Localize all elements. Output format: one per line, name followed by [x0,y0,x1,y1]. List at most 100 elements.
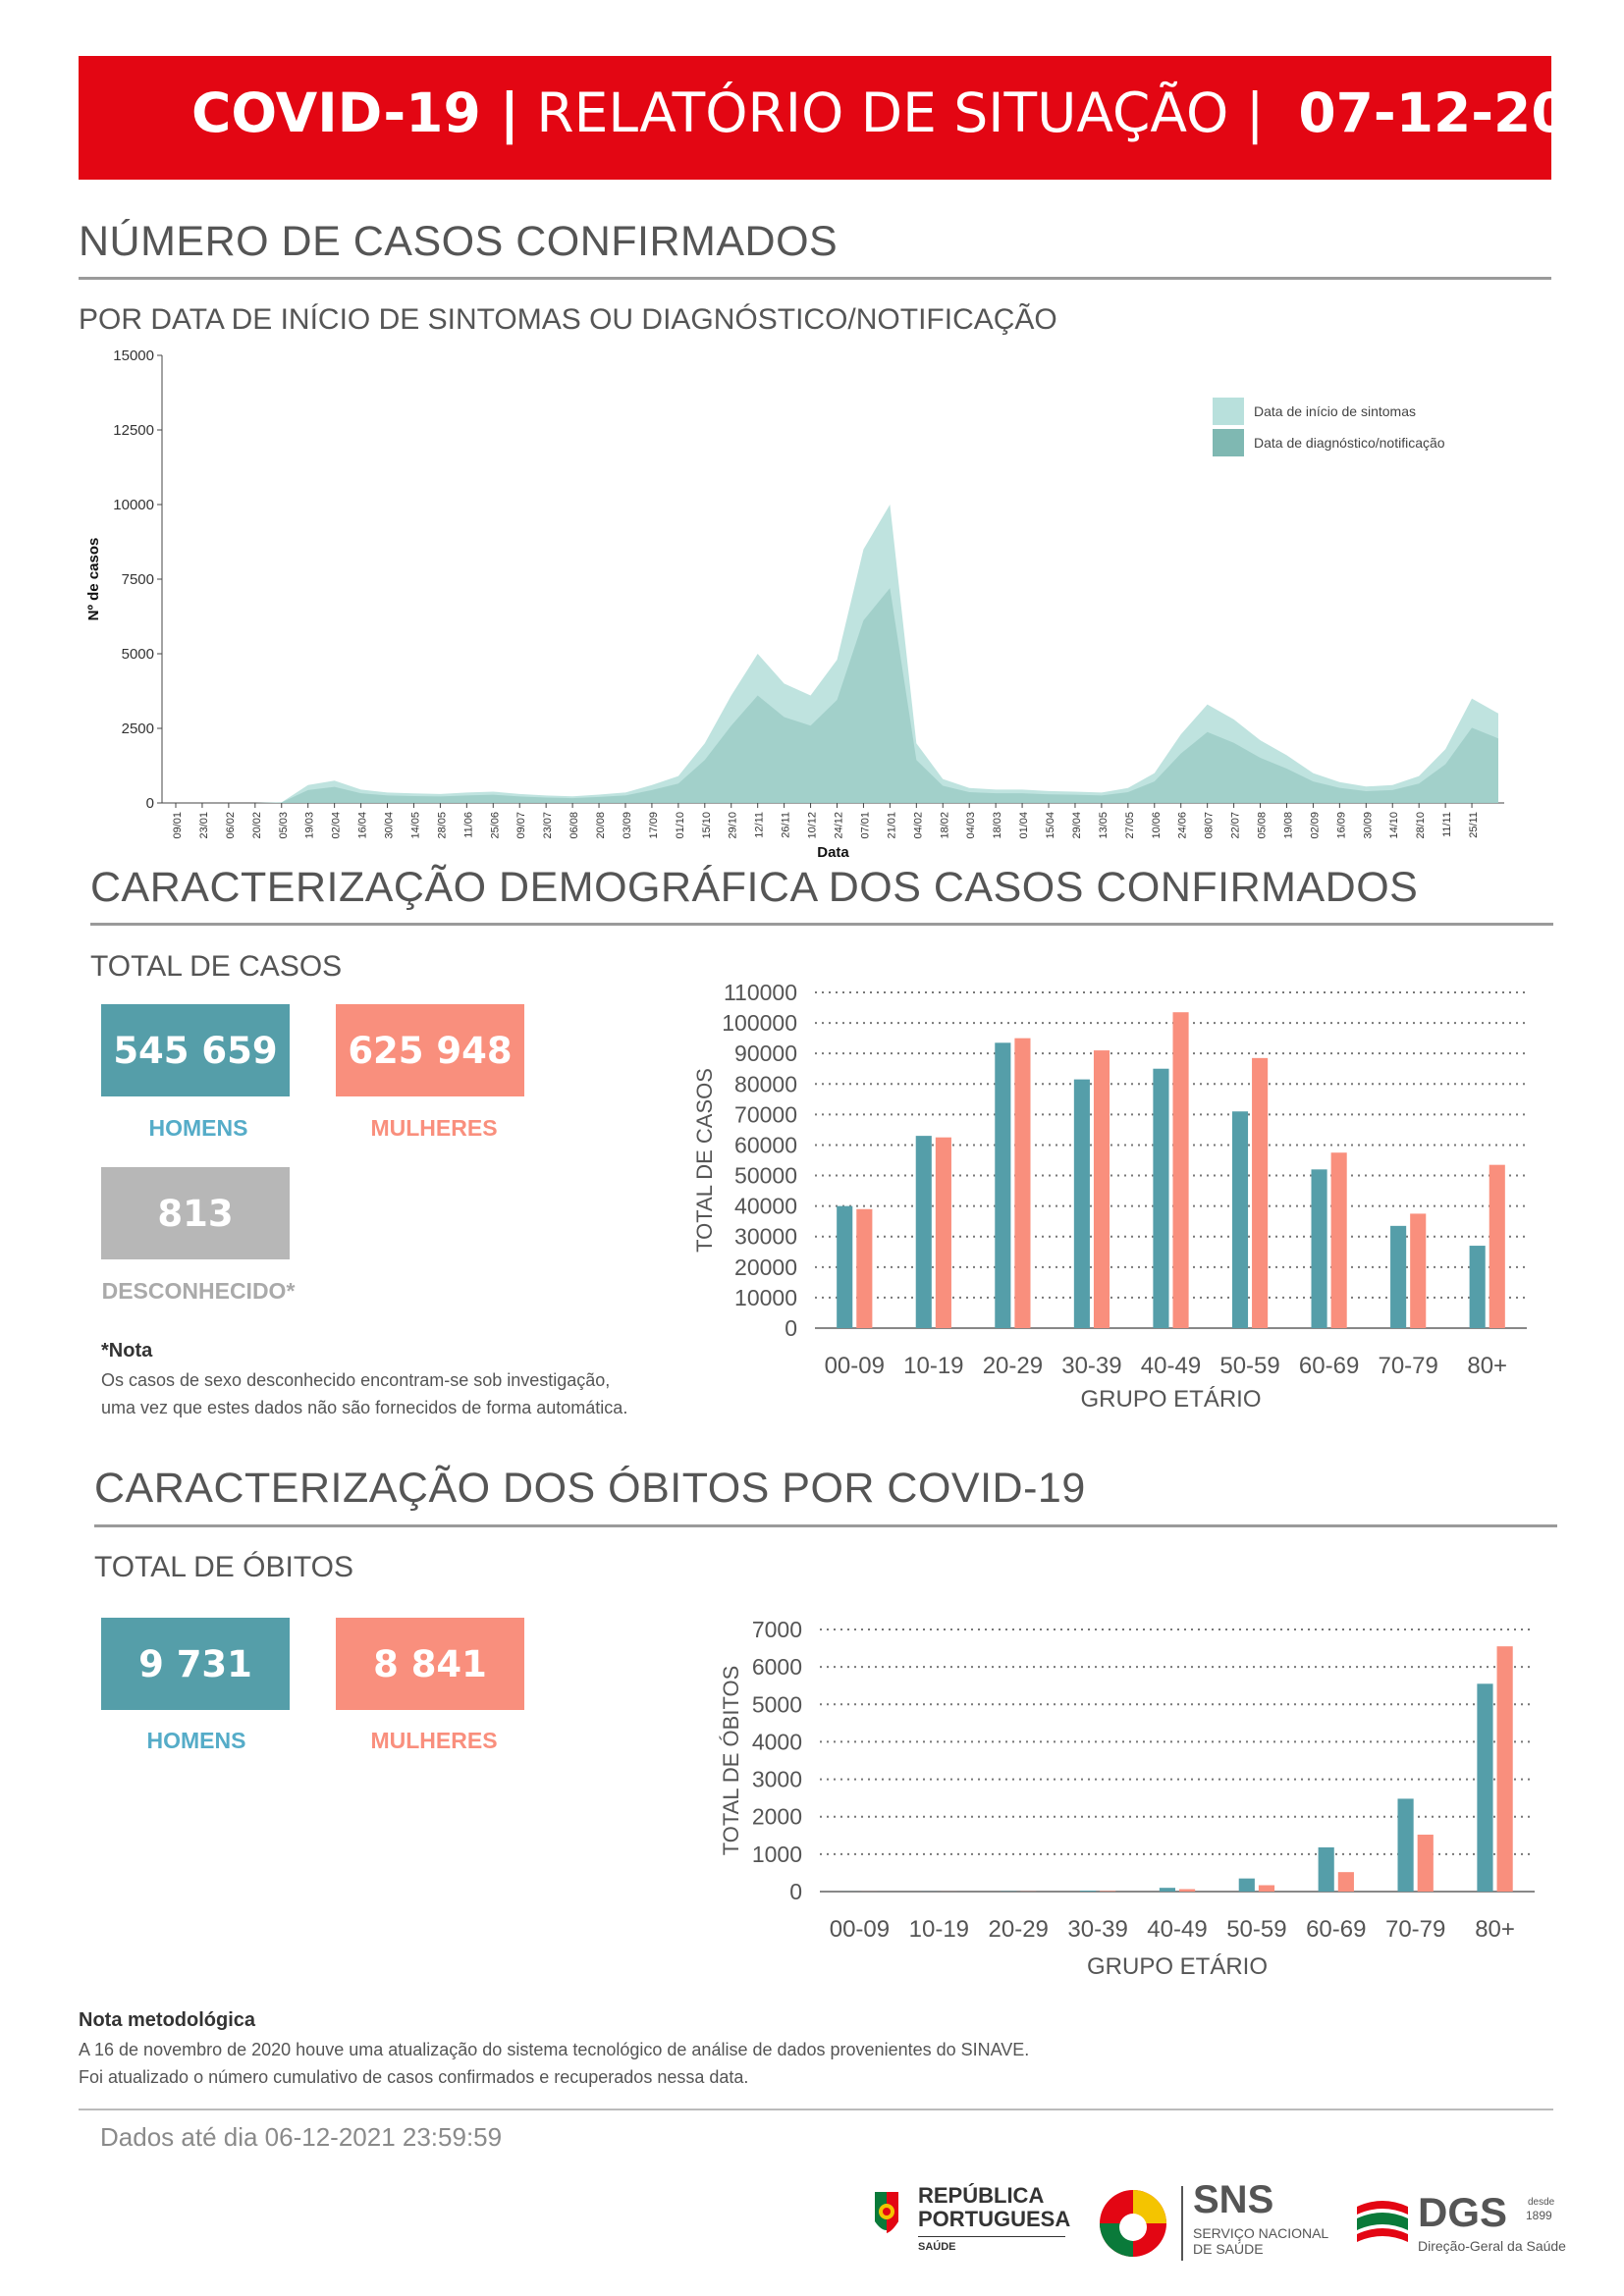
x-tick-label: 40-49 [1147,1916,1207,1943]
y-tick-label: 12500 [113,422,154,439]
y-tick-label: 100000 [722,1010,797,1036]
x-tick-label: 04/02 [912,812,924,839]
x-tick-label: 27/05 [1124,812,1136,839]
cases-section-subtitle: POR DATA DE INÍCIO DE SINTOMAS OU DIAGNÓ… [79,303,1057,336]
y-tick-label: 30000 [734,1224,797,1250]
x-tick-label: 14/10 [1388,812,1400,839]
total-cases-label: TOTAL DE CASOS [90,950,343,983]
x-tick-label: 15/10 [701,812,713,839]
x-tick-label: 60-69 [1299,1353,1359,1379]
x-tick-label: 70-79 [1385,1916,1445,1943]
title-covid: COVID-19 | [191,81,519,144]
sns-logo: SNS SERVIÇO NACIONAL DE SAÚDE [1095,2178,1330,2268]
bar [1093,1050,1110,1328]
y-tick-label: 4000 [752,1729,802,1754]
y-tick-label: 50000 [734,1163,797,1189]
x-tick-label: 50-59 [1226,1916,1286,1943]
rp-line-3: SAÚDE [918,2241,956,2253]
y-tick-label: 20000 [734,1255,797,1280]
x-tick-label: 80+ [1467,1353,1507,1379]
bar [837,1205,853,1328]
deaths-section-title: CARACTERIZAÇÃO DOS ÓBITOS POR COVID-19 [94,1465,1086,1512]
y-tick-label: 3000 [752,1767,802,1792]
section-divider [79,277,1551,280]
republica-portuguesa-logo: REPÚBLICA PORTUGUESA SAÚDE [869,2184,1080,2263]
x-axis-title: GRUPO ETÁRIO [1087,1953,1268,1980]
dgs-name: Direção-Geral da Saúde [1418,2238,1566,2254]
bar [1397,1798,1414,1892]
x-tick-label: 10/06 [1151,812,1163,839]
women-cases-box: 625 948 [336,1004,524,1096]
note-line-1: Os casos de sexo desconhecido encontram-… [101,1370,611,1390]
total-deaths-label: TOTAL DE ÓBITOS [94,1551,353,1583]
men-cases-label: HOMENS [148,1115,248,1141]
y-axis-title: TOTAL DE CASOS [692,1068,717,1253]
y-tick-label: 1000 [752,1842,802,1867]
cases-by-age-chart: 0 10000 20000 30000 40000 50000 60000 70000 8000… [692,980,1527,1413]
report-date: 07-12-2021 [1298,81,1624,144]
bar [1337,1872,1354,1892]
x-tick-label: 03/09 [622,812,633,839]
x-tick-label: 10-19 [903,1353,963,1379]
legend-label: Data de início de sintomas [1254,403,1416,419]
bar [1252,1057,1269,1328]
portugal-flag-icon [875,2192,898,2233]
x-tick-label: 01/04 [1018,812,1030,839]
x-tick-label: 20/08 [595,812,607,839]
x-tick-label: 06/08 [568,812,580,839]
x-tick-label: 28/05 [436,812,448,839]
bar [1330,1152,1347,1328]
x-tick-label: 22/07 [1230,812,1242,839]
unknown-cases-box: 813 [101,1167,290,1259]
women-deaths-box: 8 841 [336,1618,524,1710]
report-title: COVID-19 | RELATÓRIO DE SITUAÇÃO | 07-12… [191,81,1624,144]
x-tick-label: 70-79 [1378,1353,1437,1379]
bar [1318,1846,1334,1892]
demographic-section-title: CARACTERIZAÇÃO DEMOGRÁFICA DOS CASOS CON… [90,864,1419,911]
y-tick-label: 7500 [122,571,154,588]
note-line-2: uma vez que estes dados não são fornecid… [101,1398,628,1417]
bar [1469,1246,1486,1328]
x-tick-label: 16/09 [1335,812,1347,839]
bar [1417,1835,1434,1892]
y-tick-label: 60000 [734,1132,797,1157]
legend-swatch [1213,429,1244,456]
x-tick-label: 01/10 [675,812,686,839]
dgs-since: desde [1528,2197,1555,2208]
bar [1159,1888,1175,1892]
section-divider [94,1524,1557,1527]
x-tick-label: 12/11 [754,812,766,838]
x-tick-label: 26/11 [781,812,792,838]
x-tick-label: 23/07 [542,812,554,839]
y-axis-title: Nº de casos [85,538,102,621]
men-deaths-label: HOMENS [146,1728,246,1753]
legend-swatch [1213,398,1244,425]
bar [1238,1878,1255,1892]
x-tick-label: 24/06 [1177,812,1189,839]
section-divider [90,923,1553,926]
bar [1390,1225,1407,1328]
bar [915,1136,932,1328]
x-tick-label: 18/03 [992,812,1003,839]
x-tick-label: 17/09 [648,812,660,839]
y-tick-label: 0 [785,1315,797,1341]
bar [995,1042,1011,1328]
x-tick-label: 60-69 [1306,1916,1366,1943]
sns-title: SNS [1193,2178,1274,2221]
x-tick-label: 24/12 [834,812,845,839]
bar [1073,1079,1090,1328]
men-cases-box: 545 659 [101,1004,290,1096]
methodology-line-2: Foi atualizado o número cumulativo de ca… [79,2067,749,2087]
y-tick-label: 80000 [734,1071,797,1096]
x-tick-label: 09/01 [172,812,184,839]
y-tick-label: 90000 [734,1041,797,1066]
methodology-title: Nota metodológica [79,2009,256,2031]
bar [935,1137,951,1328]
bar [1100,1891,1116,1892]
footer-divider [79,2109,1553,2110]
x-tick-label: 02/04 [331,812,343,839]
x-tick-label: 02/09 [1309,812,1321,839]
sns-line-1: SERVIÇO NACIONAL [1193,2225,1329,2241]
x-tick-label: 20-29 [983,1353,1043,1379]
rp-line-1: REPÚBLICA [918,2183,1045,2208]
